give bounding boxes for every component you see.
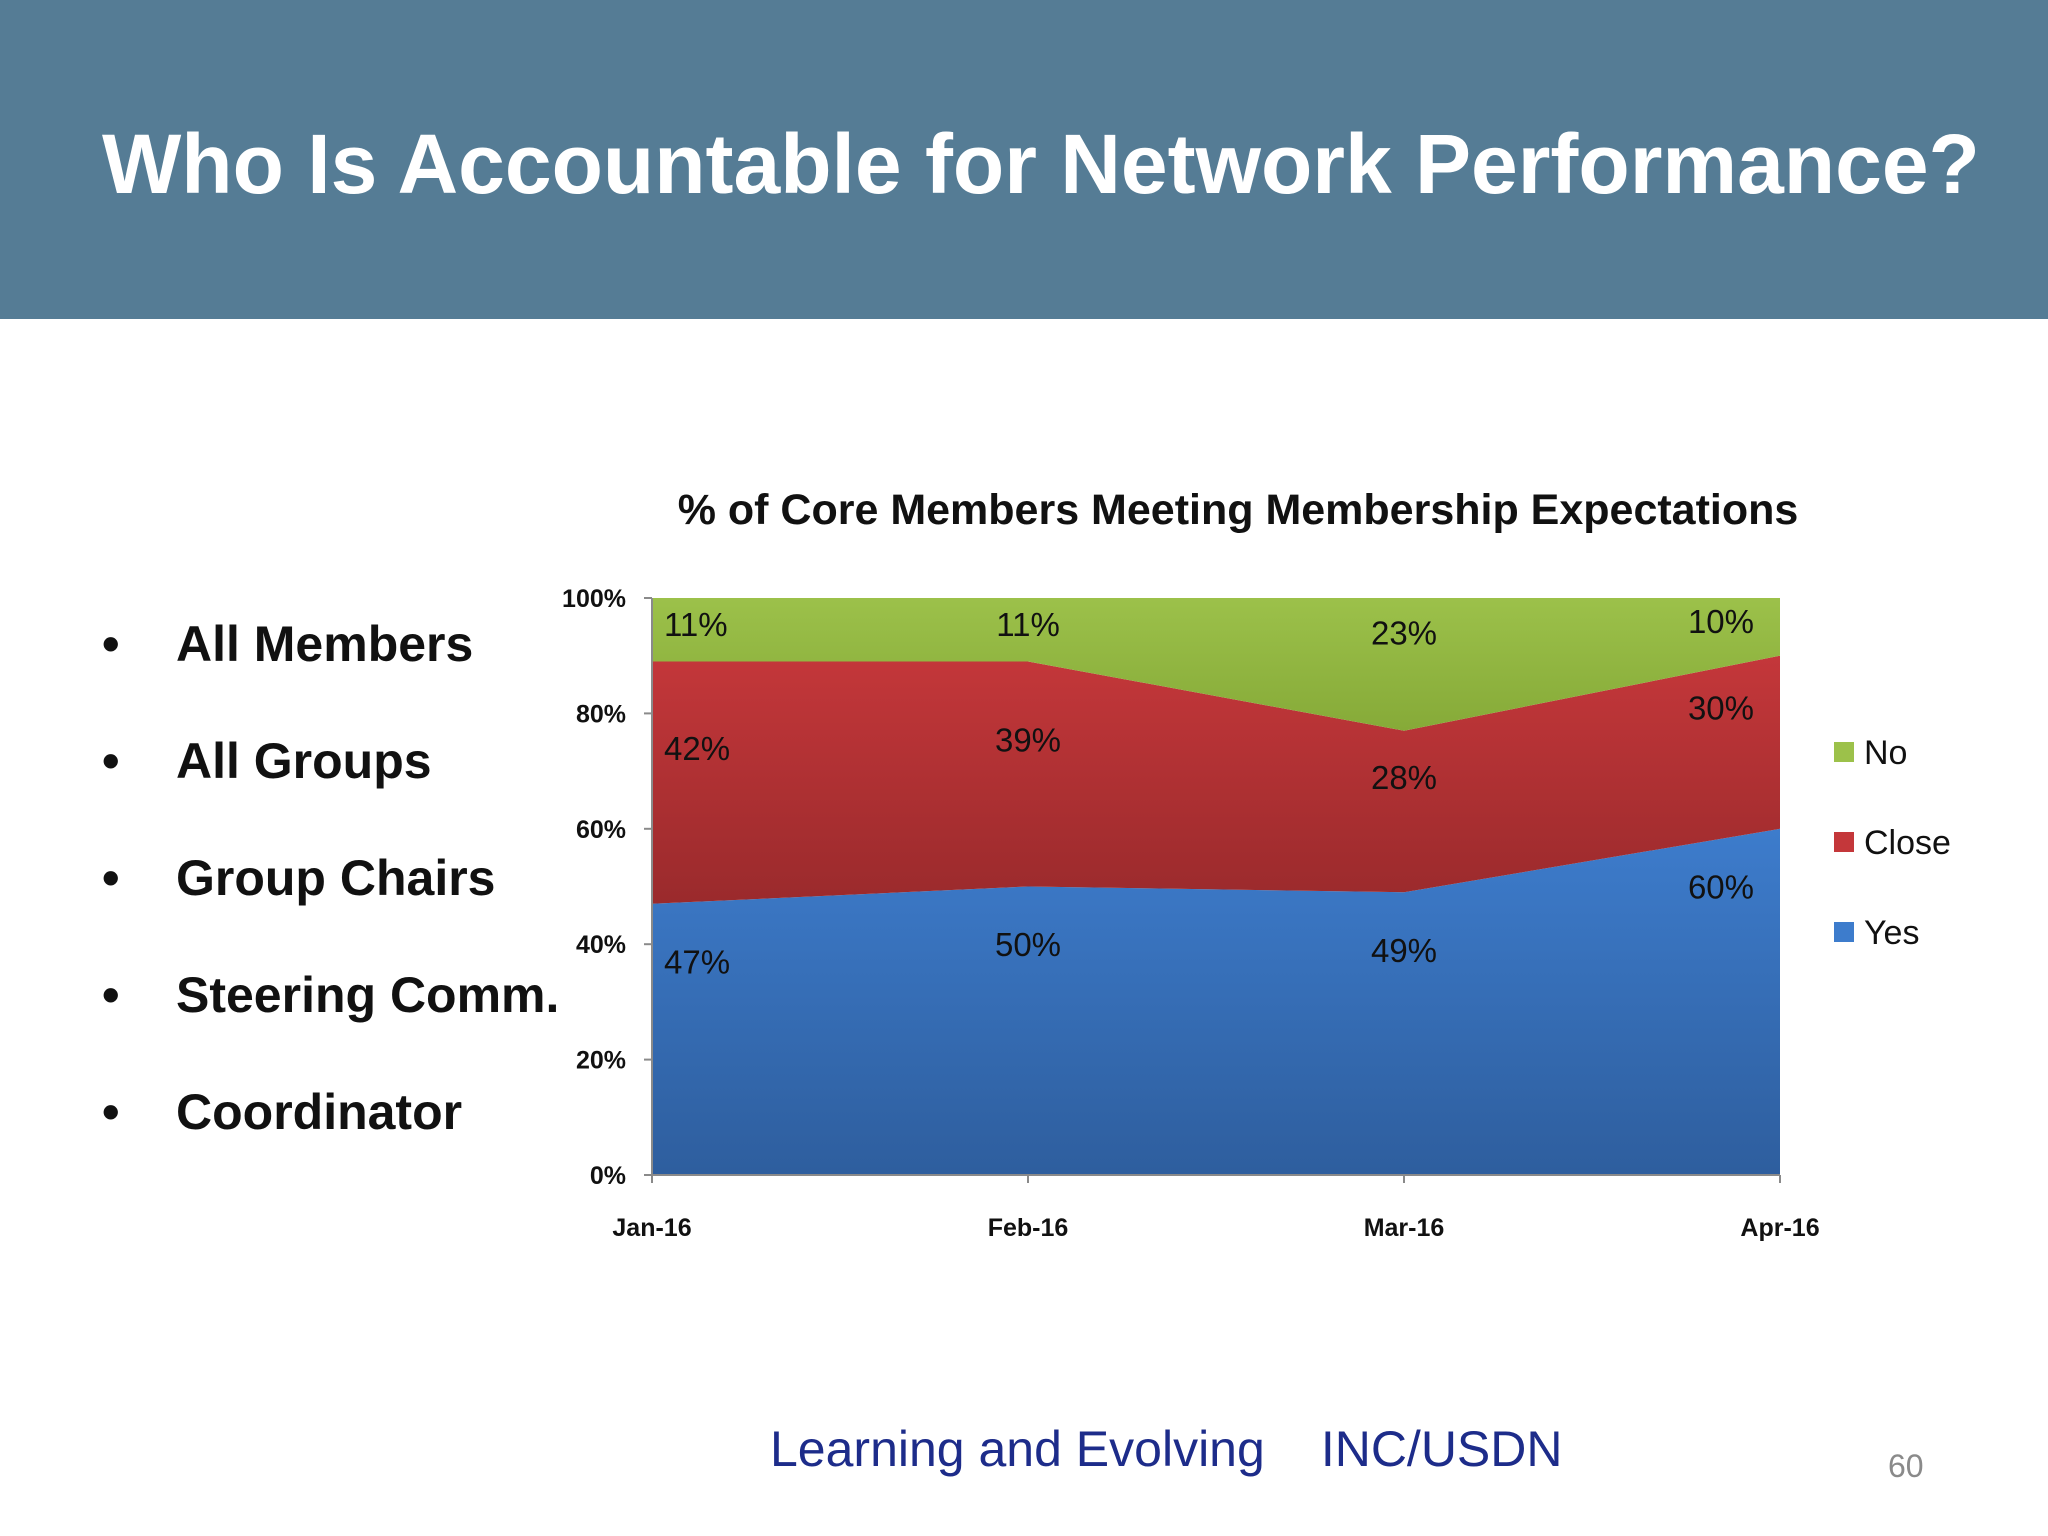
- data-label-close: 42%: [664, 730, 730, 767]
- bullet-dot: •: [102, 616, 120, 672]
- legend-swatch-no: [1834, 742, 1854, 762]
- bullet-text: All Groups: [176, 733, 432, 789]
- bullet-dot: •: [102, 850, 120, 906]
- slide-header: Who Is Accountable for Network Performan…: [0, 0, 2048, 319]
- slide-title: Who Is Accountable for Network Performan…: [102, 117, 1980, 211]
- legend-swatch-close: [1834, 832, 1854, 852]
- y-tick-label: 100%: [562, 585, 626, 613]
- bullet-dot: •: [102, 733, 120, 789]
- data-label-yes: 47%: [664, 944, 730, 981]
- area-series-no: [652, 598, 1780, 731]
- data-label-no: 11%: [996, 606, 1060, 643]
- area-series-close: [652, 655, 1780, 904]
- bullet-dot: •: [102, 1084, 120, 1140]
- chart-title: % of Core Members Meeting Membership Exp…: [678, 486, 1799, 534]
- data-label-yes: 50%: [995, 926, 1061, 963]
- y-tick-label: 80%: [576, 700, 626, 728]
- footer: Learning and Evolving INC/USDN: [770, 1420, 1563, 1478]
- y-tick-label: 40%: [576, 931, 626, 959]
- legend-label-no: No: [1864, 734, 1907, 772]
- bullet-dot: •: [102, 967, 120, 1023]
- page-number: 60: [1888, 1448, 1924, 1484]
- data-label-no: 11%: [664, 606, 728, 643]
- legend-label-yes: Yes: [1864, 914, 1919, 952]
- area-series-yes: [652, 828, 1780, 1175]
- bullet-text: Steering Comm.: [176, 967, 560, 1023]
- y-tick-label: 0%: [590, 1162, 626, 1190]
- x-tick-label: Feb-16: [988, 1214, 1069, 1242]
- data-label-yes: 49%: [1371, 932, 1437, 969]
- x-tick-label: Apr-16: [1740, 1214, 1819, 1242]
- data-label-no: 10%: [1688, 603, 1754, 640]
- y-tick-label: 20%: [576, 1047, 626, 1075]
- bullet-text: Group Chairs: [176, 850, 496, 906]
- x-tick-label: Mar-16: [1364, 1214, 1445, 1242]
- footer-left-text: Learning and Evolving: [770, 1421, 1265, 1477]
- data-label-no: 23%: [1371, 615, 1437, 652]
- legend-swatch-yes: [1834, 922, 1854, 942]
- y-tick-label: 60%: [576, 816, 626, 844]
- legend-label-close: Close: [1864, 824, 1951, 862]
- data-label-yes: 60%: [1688, 869, 1754, 906]
- data-label-close: 39%: [995, 721, 1061, 758]
- x-tick-label: Jan-16: [612, 1214, 691, 1242]
- footer-right-text: INC/USDN: [1320, 1421, 1563, 1477]
- bullet-text: Coordinator: [176, 1084, 463, 1140]
- data-label-close: 28%: [1371, 759, 1437, 796]
- stacked-area-chart: % of Core Members Meeting Membership Exp…: [562, 486, 1951, 1242]
- bullet-text: All Members: [176, 616, 474, 672]
- data-label-close: 30%: [1688, 690, 1754, 727]
